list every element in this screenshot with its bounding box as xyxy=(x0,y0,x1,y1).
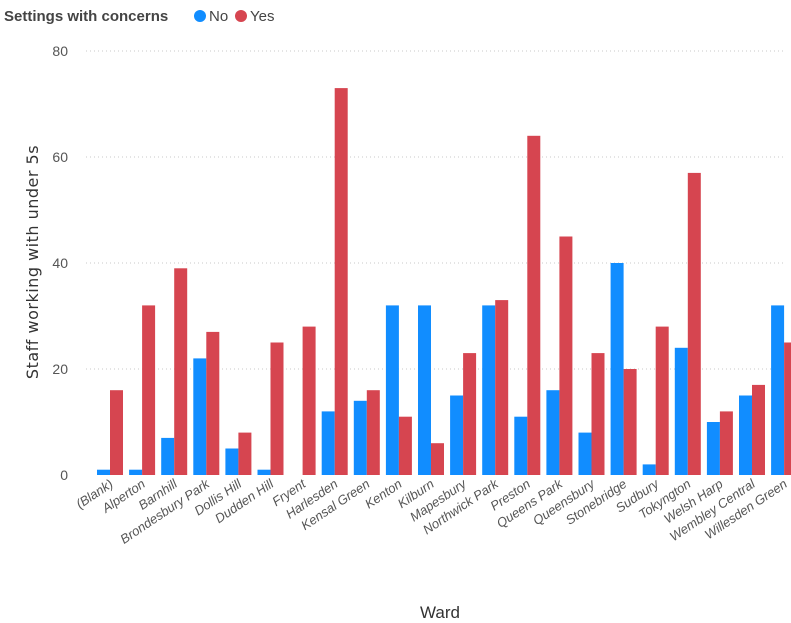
bar-no[interactable] xyxy=(514,416,528,475)
y-tick-label: 80 xyxy=(52,43,68,59)
bar-no[interactable] xyxy=(578,432,592,475)
bar-no[interactable] xyxy=(161,437,175,475)
bar-yes[interactable] xyxy=(463,353,477,475)
legend-label-yes[interactable]: Yes xyxy=(250,8,274,25)
bar-no[interactable] xyxy=(193,358,207,475)
x-tick-label: Kenton xyxy=(362,476,405,511)
bar-yes[interactable] xyxy=(142,305,156,475)
bar-no[interactable] xyxy=(225,448,239,476)
bar-yes[interactable] xyxy=(174,268,188,475)
bar-yes[interactable] xyxy=(752,384,765,475)
bar-no[interactable] xyxy=(97,469,110,475)
bar-yes[interactable] xyxy=(206,331,220,475)
bar-yes[interactable] xyxy=(527,135,541,476)
legend-label-no[interactable]: No xyxy=(209,8,228,25)
bar-no[interactable] xyxy=(739,395,752,476)
bar-yes[interactable] xyxy=(431,443,444,475)
bar-no[interactable] xyxy=(546,390,560,475)
bar-no[interactable] xyxy=(321,411,335,475)
bar-no[interactable] xyxy=(418,305,431,475)
bar-yes[interactable] xyxy=(398,416,412,475)
bar-yes[interactable] xyxy=(687,172,701,475)
bar-yes[interactable] xyxy=(591,353,605,475)
bar-yes[interactable] xyxy=(559,236,573,476)
y-tick-label: 0 xyxy=(60,467,68,483)
y-tick-label: 40 xyxy=(52,255,68,271)
bar-no[interactable] xyxy=(771,305,785,475)
bar-yes[interactable] xyxy=(302,326,316,475)
bar-no[interactable] xyxy=(129,469,143,475)
y-axis-ticks: 0 20 40 60 80 xyxy=(52,43,68,483)
x-axis-label: Ward xyxy=(420,603,460,622)
bar-no[interactable] xyxy=(385,305,399,475)
legend-title: Settings with concerns xyxy=(4,8,168,25)
y-tick-label: 20 xyxy=(52,361,68,377)
bar-yes[interactable] xyxy=(623,369,637,475)
bars xyxy=(97,88,791,476)
bar-yes[interactable] xyxy=(784,342,791,476)
legend-marker-no xyxy=(194,10,206,22)
bar-yes[interactable] xyxy=(655,326,669,475)
bar-no[interactable] xyxy=(706,422,720,475)
bar-yes[interactable] xyxy=(334,88,348,475)
bar-yes[interactable] xyxy=(366,390,380,475)
bar-no[interactable] xyxy=(674,347,688,475)
bar-no[interactable] xyxy=(610,263,624,475)
bar-yes[interactable] xyxy=(238,432,252,475)
bar-yes[interactable] xyxy=(719,411,733,475)
bar-no[interactable] xyxy=(353,400,367,475)
y-tick-label: 60 xyxy=(52,149,68,165)
bar-yes[interactable] xyxy=(110,390,123,475)
bar-yes[interactable] xyxy=(270,342,284,476)
bar-yes[interactable] xyxy=(495,300,509,475)
bar-no[interactable] xyxy=(482,305,496,475)
gridlines xyxy=(86,50,785,370)
legend-marker-yes xyxy=(235,10,247,22)
bar-no[interactable] xyxy=(257,469,271,475)
bar-no[interactable] xyxy=(642,464,656,475)
legend: Settings with concerns No Yes xyxy=(4,8,274,25)
bar-no[interactable] xyxy=(450,395,464,476)
y-axis-label: Staff working with under 5s xyxy=(23,145,42,379)
